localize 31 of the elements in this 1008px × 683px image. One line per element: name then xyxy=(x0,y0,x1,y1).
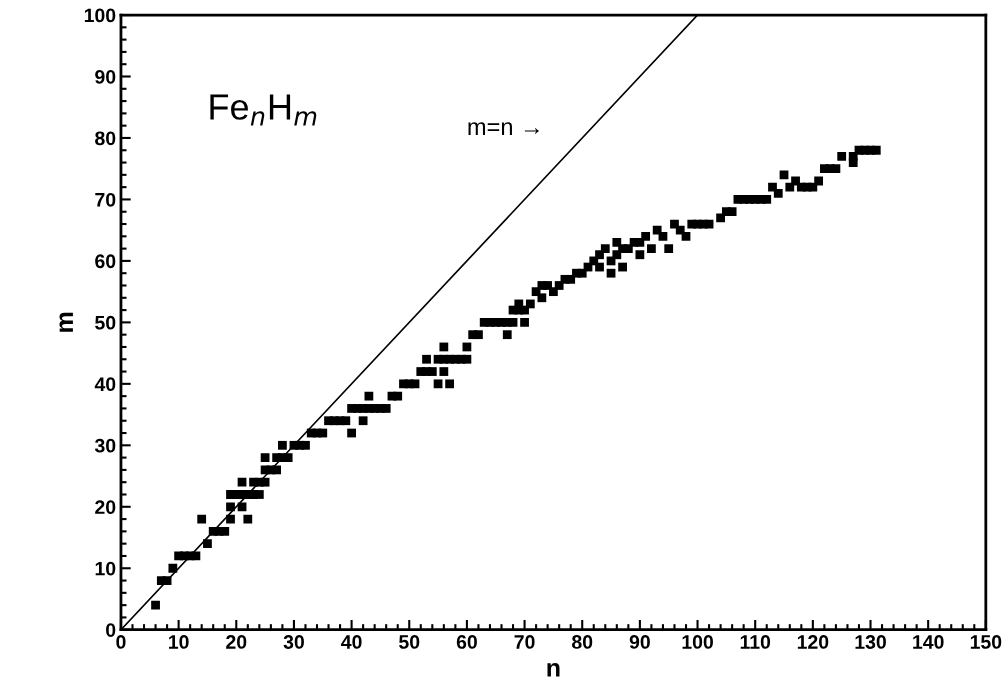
annotation: m=n → xyxy=(468,122,539,135)
y-tick-label: 30 xyxy=(94,438,116,453)
y-tick-label: 70 xyxy=(95,192,116,207)
x-tick-label: 110 xyxy=(740,635,771,649)
x-tick-label: 40 xyxy=(341,635,362,649)
x-tick-label: 70 xyxy=(514,635,535,649)
y-tick-label: 80 xyxy=(95,131,116,146)
y-tick-label: 60 xyxy=(95,254,116,269)
y-tick-label: 100 xyxy=(84,8,116,23)
x-tick-label: 100 xyxy=(682,635,713,649)
y-tick-label: 10 xyxy=(95,561,116,576)
x-axis-title: n xyxy=(547,662,560,677)
y-tick-label: 40 xyxy=(94,377,116,392)
x-tick-label: 150 xyxy=(970,635,1002,649)
x-tick-label: 120 xyxy=(797,635,829,649)
x-tick-label: 60 xyxy=(456,635,477,649)
annotation: Fe$_{n}$H$_{m}$ xyxy=(210,94,317,126)
y-tick-label: 90 xyxy=(95,69,116,84)
x-tick-label: 20 xyxy=(226,635,247,649)
y-tick-label: 0 xyxy=(106,623,116,637)
y-tick-label: 50 xyxy=(95,315,116,330)
x-tick-label: 90 xyxy=(629,635,650,649)
y-axis-title: m xyxy=(59,312,73,332)
x-tick-label: 130 xyxy=(855,635,886,649)
x-tick-label: 80 xyxy=(572,635,593,649)
x-tick-label: 30 xyxy=(283,635,304,649)
x-tick-label: 10 xyxy=(169,635,189,649)
x-tick-label: 140 xyxy=(913,635,944,649)
x-tick-label: 0 xyxy=(116,635,126,649)
x-tick-label: 50 xyxy=(399,635,420,649)
y-tick-label: 20 xyxy=(95,500,116,515)
